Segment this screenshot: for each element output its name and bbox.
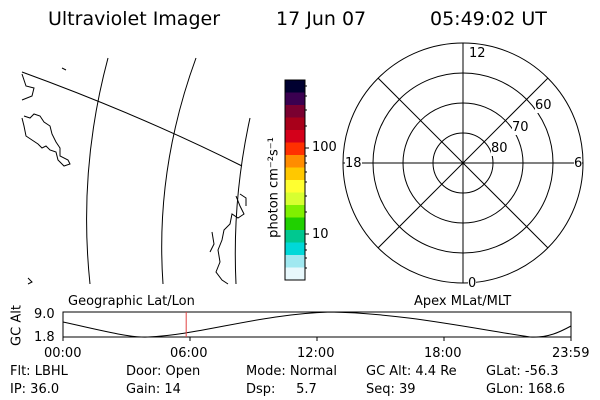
flt-field: Flt: LBHL [10, 364, 68, 379]
colorbar-cell [285, 242, 305, 256]
strip-left-title: Geographic Lat/Lon [68, 294, 195, 309]
colorbar-cell [285, 230, 305, 243]
strip-xtick-0: 00:00 [44, 346, 82, 361]
colorbar-cell [285, 142, 305, 156]
strip-xtick-4: 23:59 [552, 346, 590, 361]
colorbar-cell [285, 80, 305, 93]
coastline-map-icon [21, 57, 251, 285]
gain-field: Gain: 14 [126, 382, 181, 397]
strip-xtick-1: 06:00 [170, 346, 208, 361]
strip-xtick-3: 18:00 [424, 346, 462, 361]
colorbar-cell [285, 117, 305, 131]
seq-field: Seq: 39 [366, 382, 416, 397]
glon-field: GLon: 168.6 [486, 382, 566, 397]
colorbar-tick-100: 100 [312, 140, 337, 155]
polar-lat-70: 70 [512, 120, 529, 135]
colorbar-cell [285, 92, 305, 106]
mode-field: Mode: Normal [246, 364, 337, 379]
altitude-curve [62, 311, 572, 338]
gc-alt-field: GC Alt: 4.4 Re [366, 364, 457, 379]
colorbar-cell [285, 192, 305, 206]
strip-ymax: 9.0 [34, 307, 55, 322]
colorbar-cell [285, 205, 305, 218]
ip-field: IP: 36.0 [10, 382, 60, 397]
polar-label-18: 18 [345, 156, 362, 171]
door-field: Door: Open [126, 364, 201, 379]
strip-ymin: 1.8 [34, 330, 55, 345]
colorbar-cell [285, 267, 305, 281]
colorbar-cell [285, 180, 305, 193]
polar-lat-60: 60 [535, 98, 552, 113]
polar-label-12: 12 [469, 46, 486, 61]
colorbar-cell [285, 167, 305, 181]
dsp-field: Dsp: 5.7 [246, 382, 317, 397]
colorbar-cell [285, 217, 305, 231]
glat-field: GLat: -56.3 [486, 364, 559, 379]
instrument-title: Ultraviolet Imager [48, 8, 221, 30]
strip-right-title: Apex MLat/MLT [414, 294, 512, 309]
polar-label-6: 6 [574, 156, 583, 171]
colorbar-cell [285, 255, 305, 268]
colorbar-cell [285, 155, 305, 168]
colorbar-cell [285, 105, 305, 118]
polar-lat-80: 80 [491, 141, 508, 156]
strip-xtick-2: 12:00 [297, 346, 335, 361]
polar-label-0: 0 [468, 276, 477, 291]
colorbar-cell [285, 130, 305, 143]
colorbar-tick-10: 10 [312, 227, 329, 242]
time-label: 05:49:02 UT [430, 8, 547, 30]
date-label: 17 Jun 07 [276, 8, 367, 30]
